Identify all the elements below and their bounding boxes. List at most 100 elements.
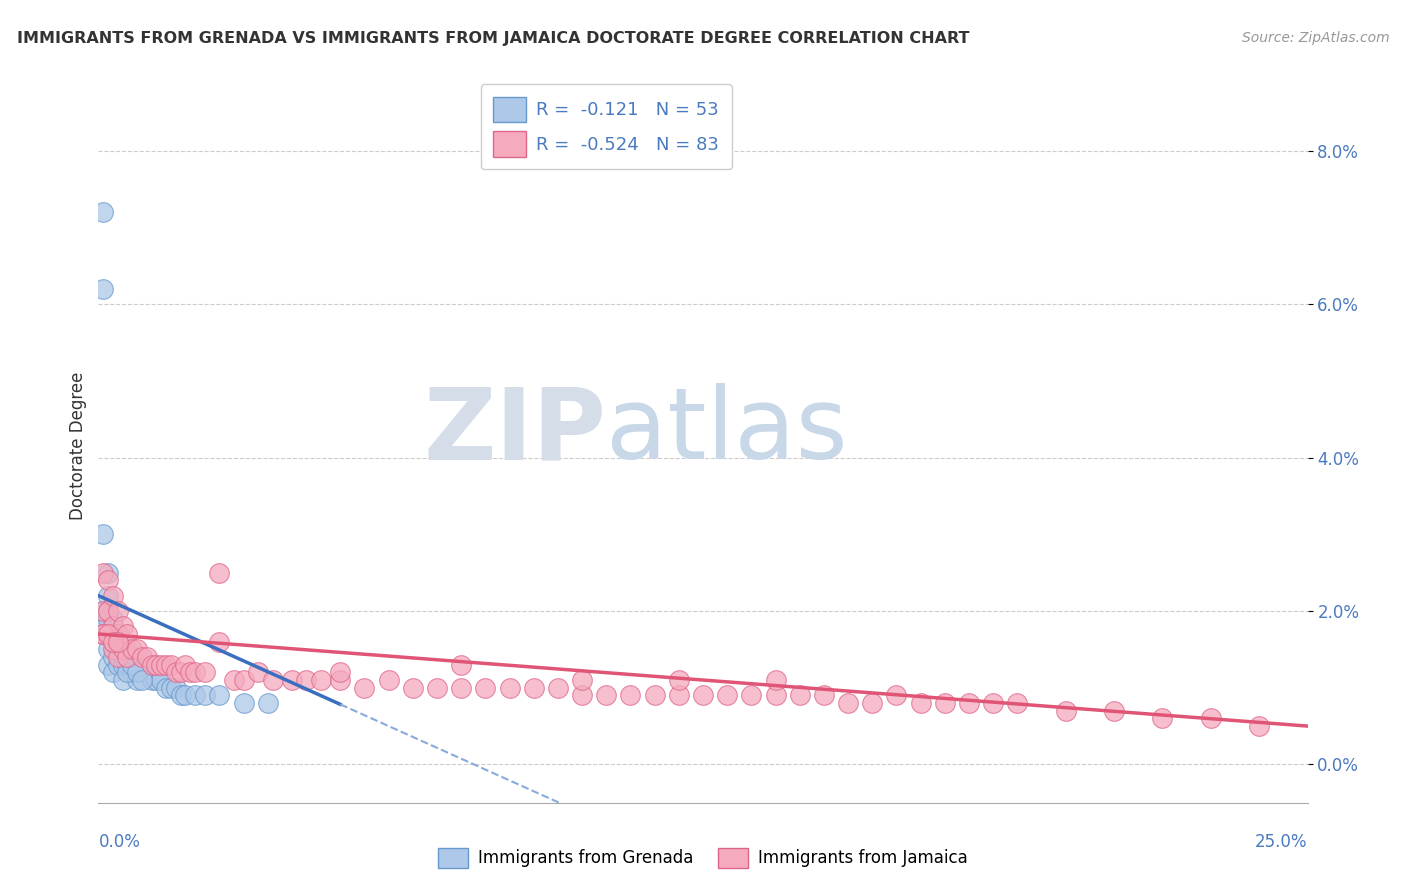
Point [101, 665, 124, 680]
Point [101, 619, 124, 633]
Point [97, 627, 120, 641]
Point [208, 634, 231, 648]
Point [91, 627, 114, 641]
Point [860, 696, 883, 710]
Point [765, 689, 787, 703]
Text: ZIP: ZIP [423, 384, 606, 480]
Point [547, 681, 569, 695]
Point [1054, 704, 1077, 718]
Point [131, 665, 153, 680]
Point [150, 673, 173, 687]
Point [127, 657, 149, 672]
Point [107, 604, 129, 618]
Point [127, 673, 149, 687]
Text: Source: ZipAtlas.com: Source: ZipAtlas.com [1241, 31, 1389, 45]
Point [101, 634, 124, 648]
Point [111, 657, 134, 672]
Point [97, 627, 120, 641]
Point [141, 673, 163, 687]
Point [692, 689, 714, 703]
Point [232, 696, 254, 710]
Point [194, 689, 217, 703]
Point [145, 657, 167, 672]
Point [765, 673, 787, 687]
Point [353, 681, 375, 695]
Point [107, 627, 129, 641]
Point [91, 604, 114, 618]
Point [716, 689, 738, 703]
Point [117, 650, 139, 665]
Point [107, 627, 129, 641]
Point [91, 566, 114, 580]
Point [1152, 711, 1174, 725]
Point [117, 665, 139, 680]
Point [127, 665, 149, 680]
Point [169, 689, 191, 703]
Point [121, 657, 143, 672]
Point [668, 689, 690, 703]
Legend: Immigrants from Grenada, Immigrants from Jamaica: Immigrants from Grenada, Immigrants from… [432, 841, 974, 875]
Point [121, 642, 143, 657]
Point [141, 657, 163, 672]
Point [97, 627, 120, 641]
Point [107, 634, 129, 648]
Point [135, 650, 157, 665]
Point [155, 657, 177, 672]
Point [789, 689, 811, 703]
Point [571, 689, 593, 703]
Point [117, 627, 139, 641]
Point [107, 650, 129, 665]
Point [813, 689, 835, 703]
Point [121, 650, 143, 665]
Point [101, 634, 124, 648]
Point [111, 642, 134, 657]
Point [160, 657, 183, 672]
Point [377, 673, 399, 687]
Point [101, 627, 124, 641]
Point [595, 689, 617, 703]
Point [91, 627, 114, 641]
Point [184, 689, 207, 703]
Point [957, 696, 980, 710]
Text: 25.0%: 25.0% [1256, 833, 1308, 851]
Point [329, 665, 352, 680]
Point [91, 604, 114, 618]
Point [309, 673, 332, 687]
Point [1102, 704, 1125, 718]
Point [91, 612, 114, 626]
Point [523, 681, 546, 695]
Point [111, 673, 134, 687]
Point [91, 527, 114, 541]
Text: IMMIGRANTS FROM GRENADA VS IMMIGRANTS FROM JAMAICA DOCTORATE DEGREE CORRELATION : IMMIGRANTS FROM GRENADA VS IMMIGRANTS FR… [17, 31, 969, 46]
Point [208, 689, 231, 703]
Point [174, 689, 197, 703]
Point [91, 627, 114, 641]
Point [97, 657, 120, 672]
Point [97, 612, 120, 626]
Point [117, 650, 139, 665]
Point [474, 681, 496, 695]
Point [1007, 696, 1029, 710]
Point [295, 673, 318, 687]
Point [131, 650, 153, 665]
Point [117, 642, 139, 657]
Point [97, 589, 120, 603]
Point [194, 665, 217, 680]
Point [111, 642, 134, 657]
Point [981, 696, 1004, 710]
Point [127, 642, 149, 657]
Point [184, 665, 207, 680]
Point [155, 681, 177, 695]
Point [644, 689, 666, 703]
Point [837, 696, 859, 710]
Point [740, 689, 762, 703]
Point [262, 673, 284, 687]
Point [256, 696, 278, 710]
Point [135, 665, 157, 680]
Point [101, 589, 124, 603]
Point [107, 657, 129, 672]
Point [101, 642, 124, 657]
Text: atlas: atlas [606, 384, 848, 480]
Point [1199, 711, 1222, 725]
Point [97, 604, 120, 618]
